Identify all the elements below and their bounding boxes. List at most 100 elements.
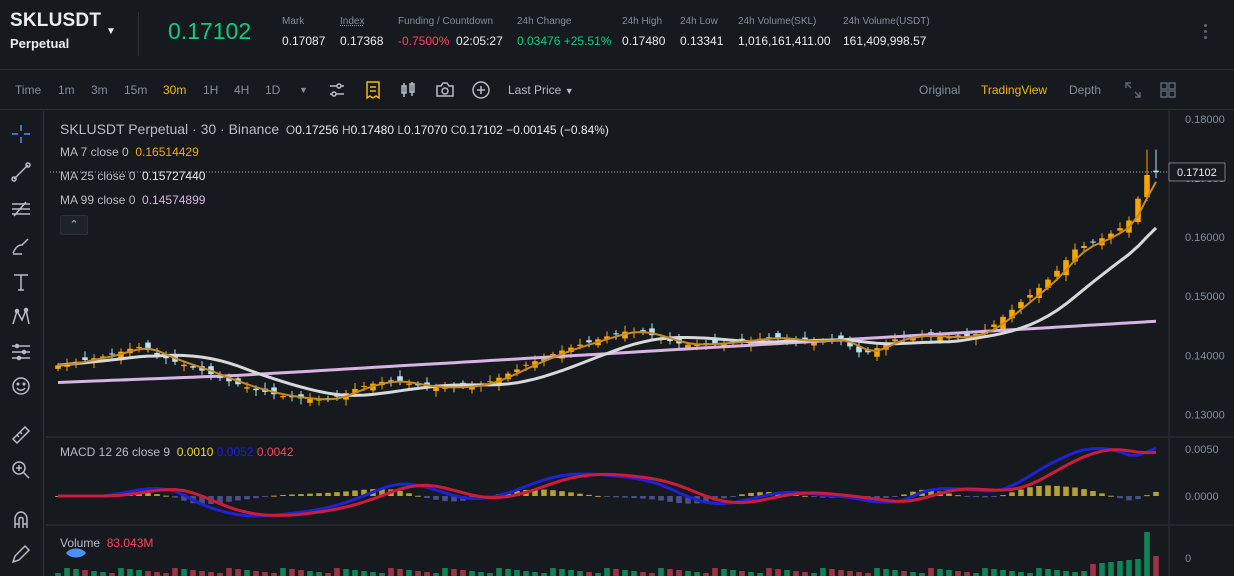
candle-body <box>811 341 817 346</box>
text-icon[interactable] <box>10 271 32 293</box>
candle-body <box>541 357 547 362</box>
interval-1d[interactable]: 1D <box>265 83 281 97</box>
magnet-icon[interactable] <box>10 509 32 531</box>
volume-bar <box>370 572 376 576</box>
chart-area[interactable]: 0.180000.170000.160000.150000.140000.130… <box>45 111 1234 576</box>
stat-label: 24h Volume(USDT) <box>843 16 930 27</box>
macd-histogram-bar <box>532 489 538 496</box>
interval-time[interactable]: Time <box>15 83 42 97</box>
macd-histogram-bar <box>892 496 898 497</box>
macd-signal-line <box>58 448 1157 517</box>
pencil-lock-icon[interactable] <box>10 543 32 565</box>
crosshair-icon[interactable] <box>10 123 32 145</box>
symbol-name[interactable]: SKLUSDT <box>10 10 102 31</box>
stat-label[interactable]: Index <box>340 16 365 27</box>
price-chart[interactable]: 0.180000.170000.160000.150000.140000.130… <box>45 111 1234 576</box>
volume-bar <box>820 568 826 576</box>
zoom-icon[interactable] <box>10 459 32 481</box>
macd-histogram-bar <box>1009 492 1015 496</box>
price-type-select[interactable]: Last Price ▼ <box>508 83 574 97</box>
macd-histogram-bar <box>649 496 655 500</box>
symbol-selector[interactable]: SKLUSDT Perpetual <box>10 10 101 51</box>
volume-bar <box>991 569 997 576</box>
fib-icon[interactable] <box>10 198 32 220</box>
collapse-legend-button[interactable]: ⌃ <box>60 215 88 235</box>
fullscreen-icon[interactable] <box>1123 80 1143 100</box>
macd-histogram-bar <box>145 493 151 496</box>
ruler-icon[interactable] <box>10 424 32 446</box>
candle-body <box>514 369 520 373</box>
brush-icon[interactable] <box>10 235 32 257</box>
pattern-icon[interactable] <box>10 306 32 328</box>
stat-value: 161,409,998.57 <box>843 34 927 48</box>
volume-bar <box>1081 571 1087 576</box>
candle-body <box>1036 287 1042 298</box>
stat-mark: Mark 0.17087 <box>282 16 325 48</box>
candle-body <box>505 373 511 380</box>
ma7-legend[interactable]: MA 7 close 0 0.16514429 <box>60 145 199 159</box>
interval-3m[interactable]: 3m <box>91 83 108 97</box>
volume-legend[interactable]: Volume 83.043M <box>60 536 153 550</box>
funding-countdown: 02:05:27 <box>456 34 503 48</box>
macd-histogram-bar <box>280 494 286 496</box>
view-tradingview[interactable]: TradingView <box>981 83 1048 97</box>
stat-24h-volume-base: 24h Volume(SKL) 1,016,161,411.00 <box>738 16 831 48</box>
macd-histogram-bar <box>1036 485 1042 496</box>
more-options-icon[interactable] <box>1204 24 1208 42</box>
interval-4h[interactable]: 4H <box>234 83 250 97</box>
macd-legend[interactable]: MACD 12 26 close 9 0.0010 0.0052 0.0042 <box>60 445 294 459</box>
macd-histogram-bar <box>1135 496 1141 500</box>
eye-icon[interactable] <box>64 546 88 560</box>
macd-histogram-bar <box>1144 495 1150 497</box>
interval-15m[interactable]: 15m <box>124 83 148 97</box>
settings-sliders-icon[interactable] <box>327 80 347 100</box>
stat-value: 0.17368 <box>340 34 384 48</box>
macd-histogram-bar <box>676 496 682 504</box>
layout-grid-icon[interactable] <box>1158 80 1178 100</box>
stat-24h-low: 24h Low 0.13341 <box>680 16 723 48</box>
emoji-icon[interactable] <box>10 375 32 397</box>
chart-type-icon[interactable] <box>398 80 418 100</box>
volume-bar <box>154 572 160 576</box>
symbol-dropdown-icon[interactable]: ▼ <box>106 26 116 37</box>
ma99-legend[interactable]: MA 99 close 0 0.14574899 <box>60 193 205 207</box>
candle-body <box>217 377 223 379</box>
stat-value: 1,016,161,411.00 <box>738 34 831 48</box>
add-icon[interactable] <box>471 80 491 100</box>
ma25-legend[interactable]: MA 25 close 0 0.15727440 <box>60 169 205 183</box>
interval-1h[interactable]: 1H <box>203 83 219 97</box>
trend-line-icon[interactable] <box>10 161 32 183</box>
volume-bar <box>1126 560 1132 576</box>
price-type-label[interactable]: Last Price <box>508 83 562 97</box>
chevron-down-icon[interactable]: ▼ <box>564 86 574 96</box>
volume-bar <box>559 569 565 576</box>
volume-bar <box>1117 561 1123 576</box>
volume-bar <box>631 571 637 576</box>
chevron-down-icon[interactable]: ▼ <box>299 85 308 95</box>
candle-body <box>154 352 160 355</box>
measure-lines-icon[interactable] <box>10 341 32 363</box>
camera-icon[interactable] <box>435 80 455 100</box>
volume-bar <box>460 570 466 576</box>
candle-body <box>136 347 142 348</box>
macd-histogram-bar <box>424 496 430 499</box>
stat-index[interactable]: Index 0.17368 <box>340 16 383 48</box>
candle-body <box>388 380 394 382</box>
ma25-line <box>57 226 1158 397</box>
volume-bar <box>802 572 808 576</box>
interval-30m[interactable]: 30m <box>163 83 187 97</box>
macd-histogram-bar <box>298 494 304 496</box>
indicators-icon[interactable] <box>363 80 383 100</box>
macd-signal-value: 0.0042 <box>256 445 294 459</box>
header-divider <box>138 12 139 56</box>
volume-bar <box>1009 571 1015 576</box>
candle-body <box>469 386 475 390</box>
high-label: H <box>341 123 351 137</box>
interval-1m[interactable]: 1m <box>58 83 75 97</box>
macd-histogram-bar <box>658 496 664 501</box>
candle-body <box>487 381 493 383</box>
macd-histogram-bar <box>442 496 448 502</box>
view-original[interactable]: Original <box>919 83 961 97</box>
view-depth[interactable]: Depth <box>1069 83 1102 97</box>
volume-bar <box>181 569 187 576</box>
